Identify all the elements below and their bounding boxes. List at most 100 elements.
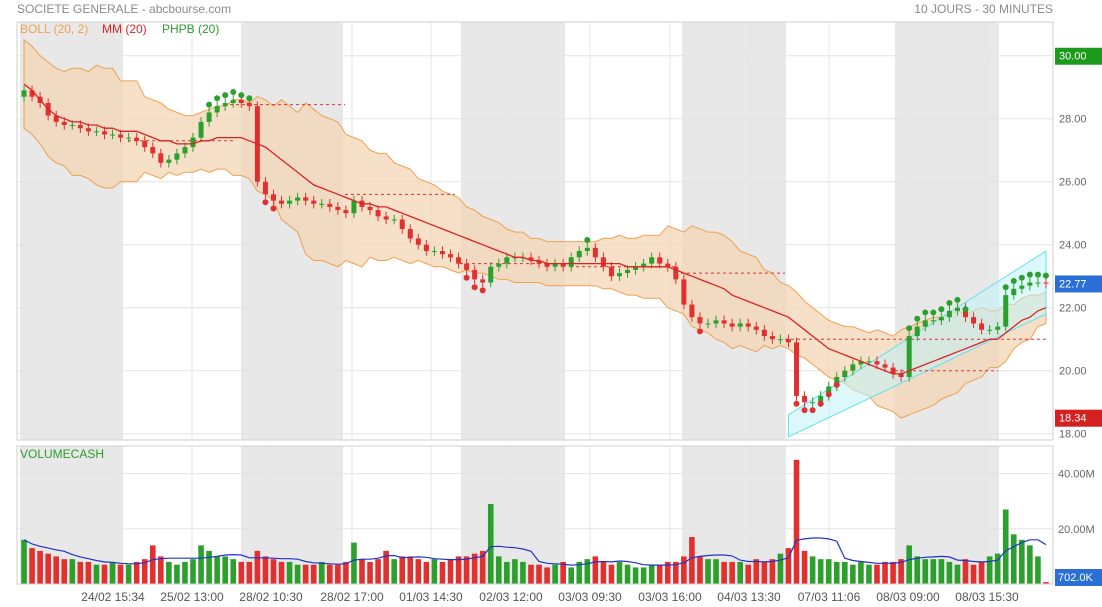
volume-bar [962,559,969,584]
volume-bar [632,567,639,584]
volume-bar [576,561,583,584]
candle-body [600,257,606,267]
candle-body [866,361,872,363]
volume-bar [697,556,703,584]
volume-bar [785,548,792,584]
volume-bar [375,559,381,584]
volume-bar [29,548,35,584]
candle-body [729,323,735,327]
trend-channel [787,250,1047,438]
candle-body [906,336,912,378]
legend-boll: BOLL (20, 2) [20,22,88,36]
candle-body [673,266,679,280]
candle-body [1011,288,1017,296]
phpb-low-dot [471,284,478,291]
candle-body [375,210,381,217]
volume-bar [141,559,148,584]
phpb-high-dot [1018,274,1025,281]
price-tick-label: 28.00 [1059,114,1087,126]
low-price-tag-bg [1055,409,1102,427]
candle-body [649,257,655,264]
volume-bar [431,559,438,584]
candle-body [850,364,856,371]
volume-bar [568,567,575,584]
candle-body [882,364,888,368]
plot-frame [16,21,1054,585]
candle-body [415,238,421,245]
phpb-high-dot [914,315,921,322]
candle-body [633,266,639,270]
volume-bar [946,561,953,584]
volume-bar [109,561,116,584]
candle-body [472,269,478,280]
candle-body [971,317,977,324]
volume-bar [463,556,470,584]
volume-bar [769,559,776,584]
price-tick-label: 18.00 [1059,429,1087,441]
volume-bar [262,556,269,584]
candle-body [383,216,389,220]
volume-bar [77,561,84,584]
candle-body [874,361,880,365]
volume-bar [512,559,518,584]
volume-bar [117,564,124,584]
volume-bar [705,559,711,584]
candle-body [995,326,1001,330]
candle-body [625,269,631,274]
phpb-high-dot [1034,271,1041,278]
phpb-high-dot [906,325,913,332]
phpb-low-dot [270,205,277,212]
candle-body [576,251,582,258]
volume-bar [656,564,663,584]
candle-body [544,263,550,267]
candle-body [761,329,767,337]
candle-body [938,317,944,321]
candle-body [287,200,293,204]
candle-body [496,263,502,267]
candle-body [142,140,148,148]
volume-bar [149,545,156,584]
price-panel-frame [16,21,1054,441]
volume-bar [664,561,671,584]
volume-bar [351,542,357,584]
volume-bar [608,564,615,584]
current-volume-tag-bg [1055,569,1102,586]
volume-bar [994,553,1001,584]
candle-body [85,128,91,132]
volume-bar [536,564,542,584]
volume-bar [882,561,888,584]
candle-body [158,153,164,163]
volume-bar [833,561,840,584]
volume-bar [737,561,743,584]
phpb-high-dot [922,309,929,316]
candle-body [753,326,759,330]
volume-bar [850,564,856,584]
phpb-high-dot [938,306,945,313]
volume-bar [61,559,68,584]
candle-body [110,134,116,136]
volume-bar [986,556,993,584]
volume-bar [415,559,422,584]
candle-body [190,137,196,148]
bollinger-area [23,38,1047,419]
x-tick-label: 07/03 11:06 [798,590,861,604]
volume-bar [327,564,333,584]
volume-bar [174,564,180,584]
candle-body [448,254,454,258]
volume-bar [230,559,237,584]
candle-body [890,367,896,374]
candle-body [536,260,542,264]
volume-bar [310,564,317,584]
volume-bar [914,556,921,584]
x-tick-label: 24/02 15:34 [81,590,145,604]
volume-bar [399,556,406,584]
candle-body [697,317,703,324]
volume-bar [447,559,454,584]
phpb-high-dot [1010,277,1017,284]
volume-bar [407,556,414,584]
candle-body [351,200,357,214]
candle-body [464,263,470,270]
volume-bar [922,559,929,584]
x-tick-label: 08/03 09:00 [876,590,940,604]
